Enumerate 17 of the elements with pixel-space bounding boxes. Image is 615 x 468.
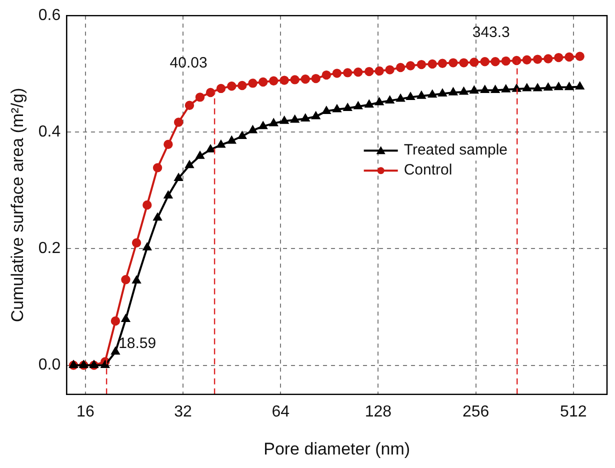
ref-line-label: 40.03 (170, 54, 208, 72)
x-tick-label: 64 (272, 403, 290, 420)
x-axis-title: Pore diameter (nm) (264, 439, 410, 458)
x-tick-label: 128 (364, 403, 392, 420)
y-tick-label: 0.6 (38, 7, 61, 24)
y-tick-label: 0.0 (38, 356, 61, 374)
legend-label: Treated sample (404, 142, 508, 159)
x-tick-label: 512 (560, 403, 587, 420)
ref-line-label: 18.59 (118, 335, 156, 352)
x-tick-label: 32 (174, 403, 192, 420)
y-axis-title: Cumulative surface area (m²/g) (8, 88, 27, 322)
legend-label: Control (404, 162, 452, 179)
x-tick-label: 256 (462, 403, 490, 420)
ref-line-label: 343.3 (472, 24, 510, 42)
y-tick-label: 0.4 (38, 124, 61, 141)
x-tick-label: 16 (76, 403, 94, 420)
y-tick-label: 0.2 (38, 240, 61, 258)
